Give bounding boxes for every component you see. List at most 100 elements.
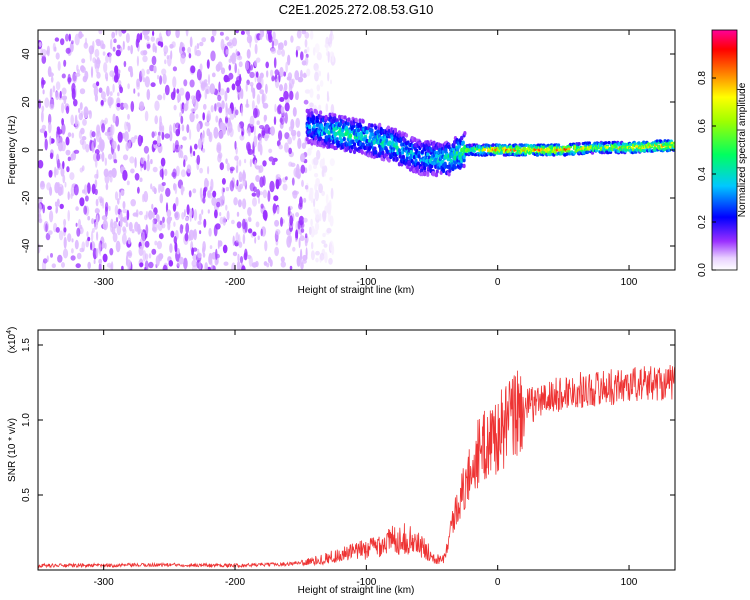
spectrogram-noise-cell (106, 262, 112, 268)
spectrogram-noise-cell (279, 84, 283, 92)
spectrogram-noise-cell (180, 54, 186, 65)
spectrogram-noise-cell (245, 61, 250, 71)
spectrogram-noise-cell (328, 210, 332, 215)
spectrogram-noise-cell (173, 87, 176, 98)
spectrogram-noise-cell (87, 261, 91, 269)
spectrogram-noise-cell (98, 196, 103, 201)
spectrogram-noise-cell (327, 72, 330, 82)
spectrogram-noise-cell (112, 140, 117, 150)
spectrogram-noise-cell (271, 40, 274, 49)
spectrogram-x-tick-label: 100 (621, 277, 638, 288)
spectrogram-signal-cell (583, 151, 587, 155)
spectrogram-signal-cell (602, 145, 606, 149)
spectrogram-noise-cell (181, 212, 185, 220)
spectrogram-noise-cell (189, 36, 193, 48)
spectrogram-noise-cell (150, 82, 156, 88)
spectrogram-noise-cell (286, 235, 292, 248)
spectrogram-noise-cell (190, 108, 196, 113)
spectrogram-noise-cell (207, 190, 211, 198)
spectrogram-signal-cell (373, 146, 377, 151)
spectrogram-noise-cell (170, 230, 175, 238)
spectrogram-noise-cell (269, 259, 273, 267)
spectrogram-signal-cell (633, 142, 637, 146)
spectrogram-noise-cell (42, 89, 45, 95)
spectrogram-noise-cell (145, 210, 148, 219)
spectrogram-noise-cell (187, 46, 192, 54)
spectrogram-noise-cell (305, 247, 308, 259)
spectrogram-noise-cell (41, 55, 47, 64)
spectrogram-signal-cell (371, 132, 375, 137)
spectrogram-noise-cell (316, 93, 320, 100)
spectrogram-noise-cell (234, 63, 237, 74)
spectrogram-signal-cell (341, 115, 345, 120)
spectrogram-noise-cell (202, 187, 207, 199)
spectrogram-noise-cell (328, 257, 333, 265)
spectrogram-signal-cell (413, 137, 417, 143)
spectrogram-noise-cell (126, 209, 130, 221)
spectrogram-noise-cell (173, 104, 177, 111)
spectrogram-noise-cell (173, 236, 177, 245)
spectrogram-noise-cell (148, 261, 154, 269)
spectrogram-signal-cell (424, 162, 428, 167)
spectrogram-marks (38, 30, 675, 270)
spectrogram-noise-cell (107, 131, 113, 141)
spectrogram-noise-cell (262, 102, 269, 109)
spectrogram-noise-cell (44, 97, 50, 108)
spectrogram-noise-cell (74, 239, 79, 250)
spectrogram-noise-cell (67, 209, 70, 222)
spectrogram-noise-cell (262, 175, 266, 186)
spectrogram-noise-cell (284, 112, 288, 124)
spectrogram-noise-cell (110, 38, 113, 50)
spectrogram-noise-cell (39, 181, 46, 190)
spectrogram-signal-cell (308, 124, 312, 130)
spectrogram-noise-cell (318, 183, 323, 194)
spectrogram-noise-cell (96, 71, 101, 79)
spectrogram-noise-cell (92, 57, 97, 64)
spectrogram-noise-cell (144, 260, 149, 270)
spectrogram-noise-cell (224, 90, 228, 102)
spectrogram-noise-cell (203, 218, 207, 228)
spectrogram-noise-cell (94, 207, 100, 214)
spectrogram-noise-cell (255, 57, 261, 63)
spectrogram-signal-cell (408, 162, 412, 167)
spectrogram-noise-cell (180, 150, 184, 159)
spectrogram-noise-cell (260, 203, 264, 209)
spectrogram-noise-cell (246, 254, 252, 260)
spectrogram-signal-cell (605, 145, 610, 150)
spectrogram-noise-cell (70, 153, 74, 161)
spectrogram-signal-cell (434, 172, 439, 178)
spectrogram-noise-cell (156, 240, 162, 250)
spectrogram-noise-cell (249, 115, 255, 128)
spectrogram-noise-cell (236, 260, 241, 270)
spectrogram-noise-cell (109, 248, 114, 256)
spectrogram-noise-cell (214, 209, 218, 219)
spectrogram-noise-cell (61, 87, 67, 95)
spectrogram-noise-cell (242, 233, 246, 245)
spectrogram-noise-cell (249, 81, 254, 87)
spectrogram-noise-cell (295, 238, 298, 243)
spectrogram-noise-cell (330, 79, 332, 85)
spectrogram-signal-cell (655, 139, 659, 143)
spectrogram-noise-cell (93, 259, 96, 265)
spectrogram-noise-cell (225, 77, 231, 82)
spectrogram-signal-cell (460, 135, 464, 141)
spectrogram-noise-cell (319, 213, 322, 222)
spectrogram-noise-cell (186, 204, 190, 215)
spectrogram-noise-cell (49, 88, 52, 100)
spectrogram-noise-cell (215, 248, 218, 260)
spectrogram-signal-cell (353, 146, 357, 151)
spectrogram-signal-cell (360, 136, 364, 142)
spectrogram-signal-cell (420, 171, 424, 177)
spectrogram-noise-cell (70, 255, 76, 261)
spectrogram-noise-cell (231, 83, 236, 91)
spectrogram-noise-cell (120, 211, 123, 217)
spectrogram-signal-cell (315, 118, 320, 124)
spectrogram-noise-cell (281, 49, 285, 57)
spectrogram-noise-cell (120, 216, 125, 222)
spectrogram-y-tick-label: -20 (21, 190, 32, 205)
spectrogram-noise-cell (262, 189, 268, 199)
spectrogram-noise-cell (306, 46, 310, 53)
spectrogram-noise-cell (235, 30, 239, 34)
spectrogram-noise-cell (81, 140, 87, 150)
spectrogram-signal-cell (557, 143, 561, 147)
